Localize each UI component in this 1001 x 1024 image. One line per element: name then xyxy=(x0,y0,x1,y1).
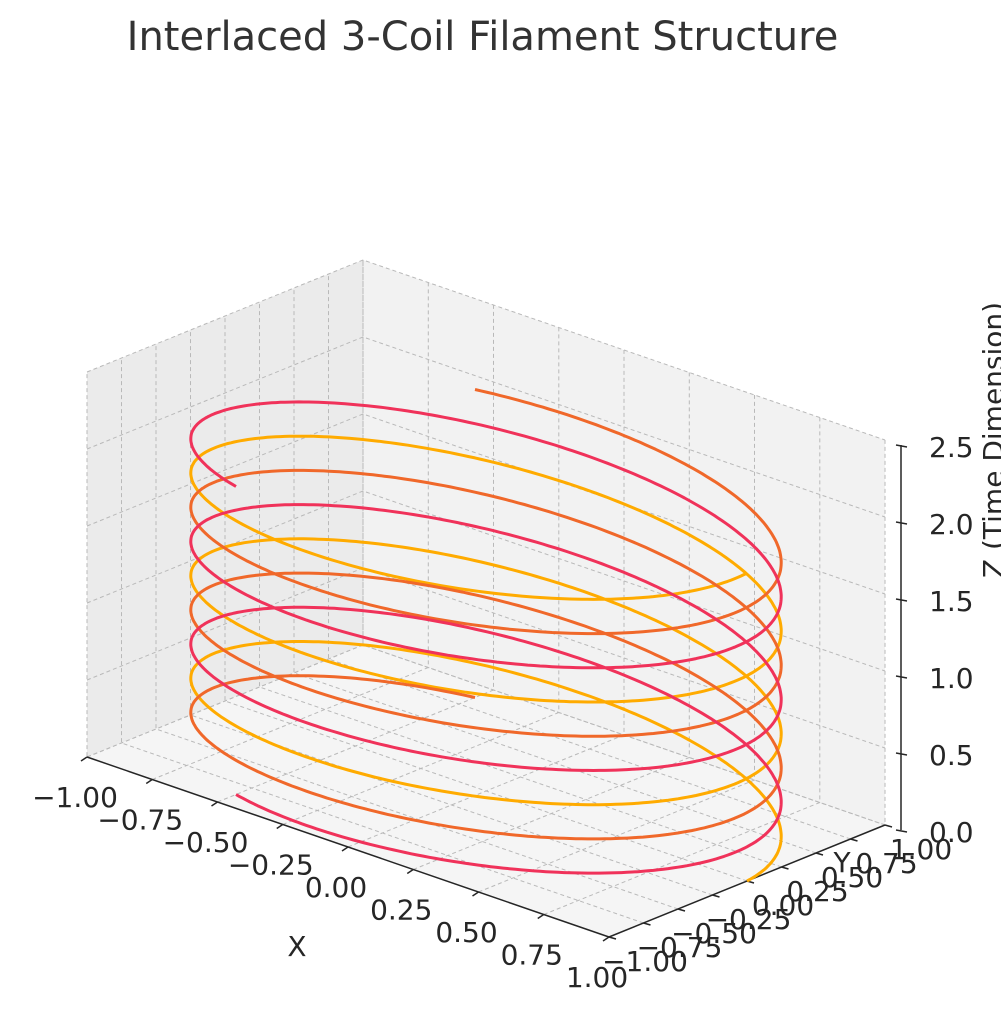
y-tick xyxy=(884,824,893,828)
x-tick-label: 0.00 xyxy=(305,871,367,904)
y-tick-label: −1.00 xyxy=(602,945,688,978)
x-tick-label: 1.00 xyxy=(566,961,628,994)
x-grid-line xyxy=(543,417,821,915)
x-tick-label: 0.25 xyxy=(370,894,432,927)
y-tick-label: −0.25 xyxy=(706,903,792,936)
x-tick xyxy=(341,846,349,852)
coil-series-3 xyxy=(189,400,783,875)
x-tick-label: −0.50 xyxy=(163,826,249,859)
z-grid-line xyxy=(86,490,886,672)
z-tick xyxy=(895,444,908,448)
y-tick-label: 0.25 xyxy=(786,875,848,908)
x-tick-label: −0.75 xyxy=(97,804,183,837)
y-grid-line xyxy=(155,344,679,910)
z-tick-label: 2.5 xyxy=(929,431,974,464)
y-tick xyxy=(608,936,617,940)
z-axis-label: Z (Time Dimension) xyxy=(977,302,1001,578)
y-tick xyxy=(781,866,789,870)
z-grid-line xyxy=(86,336,886,518)
x-axis-label: X xyxy=(287,930,306,963)
z-tick xyxy=(895,598,908,602)
y-tick-label: 1.00 xyxy=(890,833,952,866)
y-tick xyxy=(850,838,858,842)
y-grid-line xyxy=(190,330,713,896)
series-lines xyxy=(189,388,783,883)
tick-labels: −1.00−0.75−0.50−0.250.000.250.500.751.00… xyxy=(32,431,973,994)
chart-title: Interlaced 3-Coil Filament Structure xyxy=(126,14,839,60)
z-tick-label: 2.0 xyxy=(929,508,974,541)
x-tick-label: 0.75 xyxy=(501,939,563,972)
y-axis-label: Y xyxy=(832,846,851,879)
x-tick-label: 0.50 xyxy=(435,916,497,949)
y-tick-label: 0.50 xyxy=(821,861,883,894)
z-tick xyxy=(895,675,908,679)
y-grid-line xyxy=(259,302,782,868)
x-tick xyxy=(537,913,545,920)
y-tick-label: −0.75 xyxy=(637,931,723,964)
x-tick xyxy=(145,778,153,785)
z-tick-label: 0.5 xyxy=(929,739,974,772)
x-tick xyxy=(276,823,284,830)
z-grid-line xyxy=(86,413,886,595)
z-tick-label: 1.0 xyxy=(929,662,974,695)
y-tick-label: 0.00 xyxy=(752,889,814,922)
z-tick-label: 0.0 xyxy=(929,816,974,849)
y-tick-label: −0.50 xyxy=(671,917,757,950)
z-tick xyxy=(895,521,908,525)
x-tick xyxy=(80,756,88,762)
y-tick xyxy=(643,922,651,926)
x-tick xyxy=(406,868,414,875)
x-tick-label: −0.25 xyxy=(228,849,314,882)
y-tick xyxy=(712,894,720,898)
y-tick xyxy=(815,852,824,856)
y-tick xyxy=(677,908,686,912)
x-tick xyxy=(211,801,218,807)
x-tick xyxy=(472,891,479,897)
coil-series-2 xyxy=(189,388,783,841)
z-tick xyxy=(895,752,908,756)
y-tick-label: 0.75 xyxy=(855,847,917,880)
axes xyxy=(80,444,908,942)
z-tick xyxy=(895,829,908,833)
x-grid-line xyxy=(478,395,755,893)
x-tick xyxy=(602,936,610,942)
y-grid-line xyxy=(293,288,817,854)
z-tick-label: 1.5 xyxy=(929,585,974,618)
x-tick-label: −1.00 xyxy=(32,781,118,814)
z-grid-line xyxy=(86,259,886,441)
